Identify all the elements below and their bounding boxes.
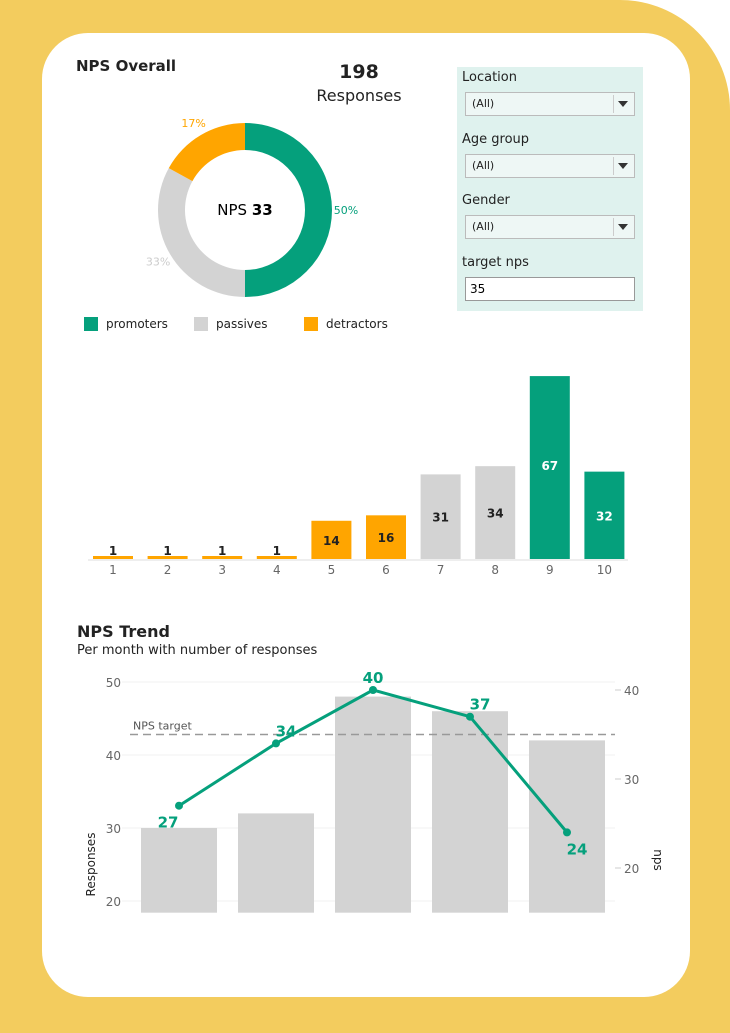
- responses-bar: [432, 711, 508, 913]
- score-tick-label: 1: [109, 563, 117, 577]
- score-bar-label: 67: [541, 459, 558, 473]
- score-tick-label: 5: [328, 563, 336, 577]
- score-bar-2: [147, 556, 188, 559]
- left-axis-title: Responses: [84, 833, 98, 897]
- score-bar-1: [93, 556, 133, 559]
- age-group-select[interactable]: (All): [465, 154, 635, 178]
- donut-slice-promoters: [245, 123, 332, 297]
- donut-slice-detractors: [168, 123, 245, 182]
- nps-point-label: 34: [276, 722, 297, 740]
- score-tick-label: 7: [437, 563, 445, 577]
- filter-panel: Location (All) Age group (All) Gender (A…: [457, 67, 643, 311]
- nps-donut-chart: 50% 33% 17% NPS 33: [146, 117, 358, 297]
- nps-point: [369, 686, 377, 694]
- score-bar-9: [529, 376, 570, 559]
- score-bar-label: 31: [432, 511, 449, 525]
- chevron-down-icon: [618, 163, 628, 169]
- legend-promoters: promoters: [84, 317, 168, 331]
- score-bar-label: 1: [109, 544, 117, 558]
- left-tick-label: 20: [106, 895, 121, 909]
- location-value: (All): [472, 97, 495, 110]
- score-bar-5: [311, 520, 352, 559]
- passives-swatch: [194, 317, 208, 331]
- nps-point: [563, 828, 571, 837]
- score-bar-label: 1: [218, 544, 226, 558]
- nps-point: [272, 739, 280, 748]
- score-bar-label: 1: [273, 544, 281, 558]
- donut-slice-passives: [158, 168, 245, 297]
- nps-point-label: 24: [567, 840, 588, 858]
- score-bar-8: [475, 466, 516, 559]
- chevron-down-icon: [618, 224, 628, 230]
- score-tick-label: 4: [273, 563, 281, 577]
- score-bar-6: [366, 515, 406, 559]
- donut-label-passives: 33%: [146, 255, 170, 268]
- score-tick-label: 6: [382, 563, 390, 577]
- responses-bar: [141, 828, 217, 913]
- legend-label: promoters: [106, 317, 168, 331]
- responses-bar: [529, 740, 605, 913]
- left-tick-label: 30: [106, 822, 121, 836]
- donut-label-detractors: 17%: [181, 117, 205, 130]
- score-bar-label: 34: [487, 507, 504, 521]
- target-nps-label: target nps: [462, 255, 529, 270]
- nps-point-label: 27: [158, 814, 179, 832]
- legend-label: passives: [216, 317, 268, 331]
- score-bar-7: [420, 474, 461, 559]
- gender-value: (All): [472, 220, 495, 233]
- gender-select[interactable]: (All): [465, 215, 635, 239]
- nps-target-label: NPS target: [133, 720, 192, 733]
- score-bar-10: [584, 471, 625, 559]
- trend-title: NPS Trend: [77, 622, 170, 641]
- score-tick-label: 9: [546, 563, 554, 577]
- nps-point-label: 40: [363, 669, 384, 687]
- responses-count: 198: [339, 61, 379, 83]
- donut-label-promoters: 50%: [334, 204, 358, 217]
- detractors-swatch: [304, 317, 318, 331]
- right-tick-label: 40: [624, 684, 639, 698]
- score-bar-label: 14: [323, 534, 340, 548]
- overall-title: NPS Overall: [76, 57, 177, 75]
- age-group-value: (All): [472, 159, 495, 172]
- right-axis-title: nps: [651, 849, 665, 870]
- score-bar-label: 32: [596, 509, 613, 523]
- score-bar-4: [256, 556, 297, 559]
- target-nps-input[interactable]: [465, 277, 635, 301]
- score-bar-label: 16: [378, 531, 395, 545]
- donut-center-label: NPS 33: [217, 201, 272, 219]
- nps-point: [175, 801, 183, 810]
- location-select[interactable]: (All): [465, 92, 635, 116]
- responses-bar: [238, 813, 314, 913]
- score-bar-3: [202, 556, 243, 559]
- score-tick-label: 10: [597, 563, 612, 577]
- legend-passives: passives: [194, 317, 268, 331]
- nps-trend-chart: 20 30 40 50 20 30 40 NPS target 27 34 40 37 24 Respon…: [84, 669, 665, 913]
- legend-label: detractors: [326, 317, 388, 331]
- chevron-down-icon: [618, 101, 628, 107]
- right-tick-label: 30: [624, 773, 639, 787]
- right-tick-label: 20: [624, 862, 639, 876]
- legend-detractors: detractors: [304, 317, 388, 331]
- score-bar-label: 1: [163, 544, 171, 558]
- age-group-label: Age group: [462, 132, 530, 147]
- score-tick-label: 8: [491, 563, 499, 577]
- nps-point: [466, 712, 474, 721]
- left-tick-label: 40: [106, 749, 121, 763]
- trend-subtitle: Per month with number of responses: [77, 643, 318, 658]
- nps-point-label: 37: [470, 696, 491, 714]
- responses-label: Responses: [316, 86, 402, 105]
- responses-bar: [335, 696, 411, 913]
- score-tick-label: 2: [164, 563, 172, 577]
- gender-label: Gender: [462, 193, 510, 208]
- promoters-swatch: [84, 317, 98, 331]
- left-tick-label: 50: [106, 676, 121, 690]
- location-label: Location: [462, 70, 517, 85]
- score-tick-label: 3: [218, 563, 226, 577]
